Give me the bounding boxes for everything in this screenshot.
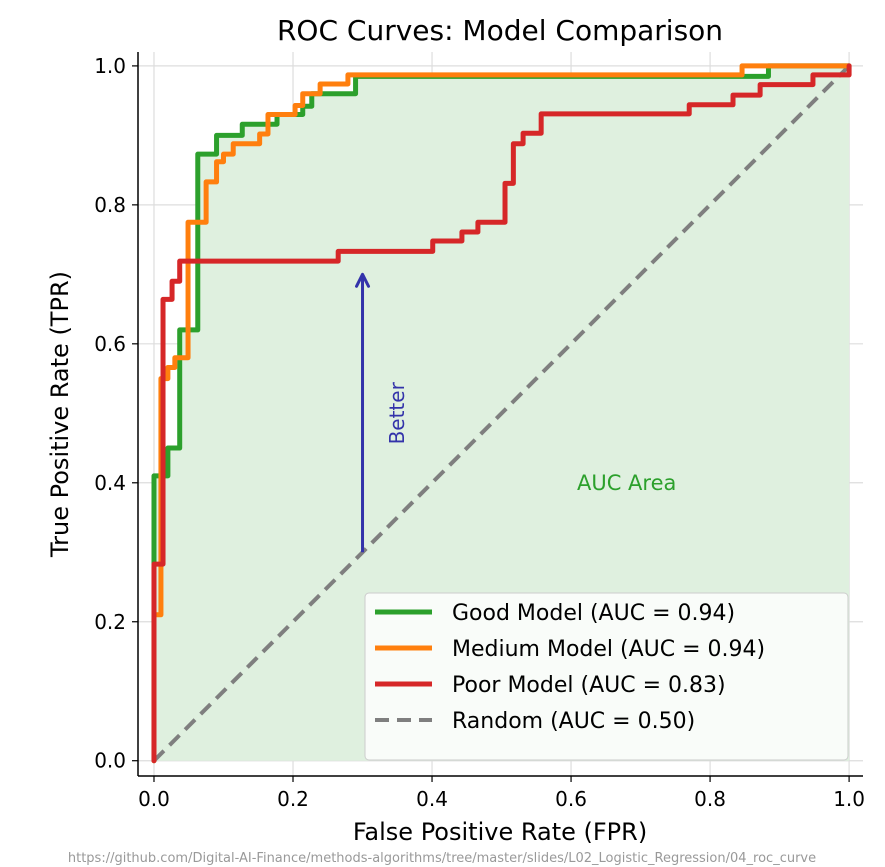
series-lines [151, 63, 852, 764]
legend-label: Random (AUC = 0.50) [452, 709, 695, 734]
watermark: https://github.com/Digital-AI-Finance/me… [68, 851, 816, 866]
series-line-2 [151, 63, 852, 764]
legend-box [364, 592, 849, 761]
y-tick-label: 0.0 [94, 749, 126, 773]
y-tick-label: 0.6 [94, 332, 126, 356]
y-tick-label: 0.4 [94, 471, 126, 495]
better-arrow-head [355, 272, 371, 288]
y-tick-label: 0.2 [94, 610, 126, 634]
series-line-1 [151, 63, 852, 764]
x-tick-label: 0.0 [138, 787, 170, 811]
y-tick-label: 0.8 [94, 193, 126, 217]
x-tick-label: 0.6 [555, 787, 587, 811]
x-tick-label: 1.0 [833, 787, 865, 811]
legend-label: Good Model (AUC = 0.94) [452, 601, 735, 626]
series-line-3 [152, 64, 851, 763]
x-tick-label: 0.4 [416, 787, 448, 811]
legend-label: Medium Model (AUC = 0.94) [452, 637, 765, 662]
chart-title: ROC Curves: Model Comparison [277, 14, 723, 47]
x-tick-label: 0.8 [694, 787, 726, 811]
x-tick-label: 0.2 [277, 787, 309, 811]
y-axis-label: True Positive Rate (TPR) [46, 271, 74, 558]
legend-label: Poor Model (AUC = 0.83) [452, 673, 726, 698]
auc-area-label: AUC Area [577, 471, 676, 495]
x-axis-label: False Positive Rate (FPR) [353, 818, 647, 846]
series-line-0 [151, 63, 852, 764]
better-label: Better [385, 381, 409, 444]
legend: Good Model (AUC = 0.94) Medium Model (AUC… [364, 592, 849, 761]
axes: 0.0 0.2 0.4 0.6 0.8 1.0 0.0 0.2 0.4 0.6 0.8 1.0 [94, 52, 865, 811]
y-tick-label: 1.0 [94, 54, 126, 78]
annotations: Better AUC Area [355, 272, 676, 553]
